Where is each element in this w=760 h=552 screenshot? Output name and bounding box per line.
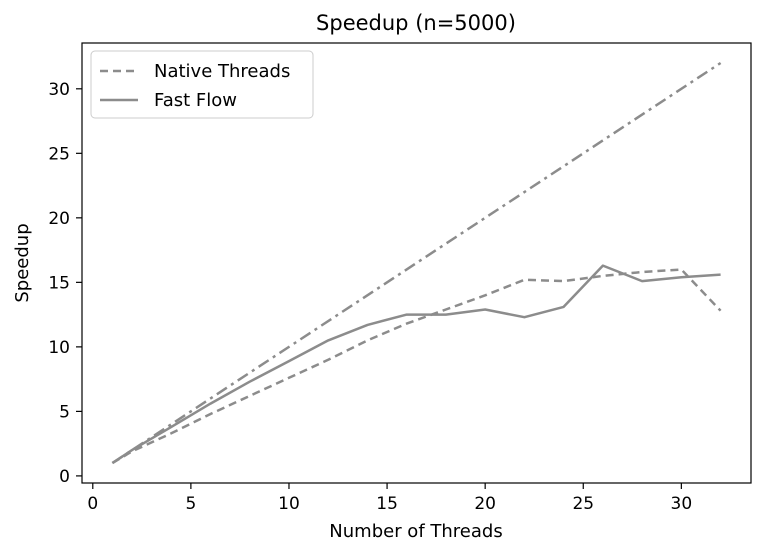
legend-label-fast-flow: Fast Flow (154, 90, 237, 111)
plot-area (111, 61, 722, 465)
y-tick-label: 30 (48, 80, 70, 100)
x-tick-label: 30 (671, 494, 693, 514)
x-tick-label: 10 (278, 494, 300, 514)
x-tick-label: 25 (572, 494, 594, 514)
y-axis-ticks: 0 5 10 15 20 25 30 (48, 80, 82, 487)
x-axis-ticks: 0 5 10 15 20 25 30 (87, 483, 692, 514)
legend-box (90, 50, 314, 119)
y-tick-label: 20 (48, 209, 70, 229)
y-axis-label: Speedup (12, 223, 33, 302)
chart-title: Speedup (n=5000) (316, 11, 516, 35)
series-line-ideal (111, 61, 722, 465)
x-tick-label: 15 (376, 494, 398, 514)
y-tick-label: 15 (48, 273, 70, 293)
x-axis-label: Number of Threads (329, 521, 502, 542)
x-tick-label: 5 (185, 494, 196, 514)
x-tick-label: 0 (87, 494, 98, 514)
y-tick-label: 10 (48, 338, 70, 358)
x-tick-label: 20 (474, 494, 496, 514)
y-tick-label: 5 (59, 402, 70, 422)
series-line-fast-flow (111, 264, 721, 465)
legend: Native Threads Fast Flow (90, 50, 314, 119)
series-line-native-threads (111, 268, 722, 465)
plot-frame (81, 42, 752, 484)
legend-label-native-threads: Native Threads (154, 61, 290, 82)
y-tick-label: 25 (48, 144, 70, 164)
y-tick-label: 0 (59, 467, 70, 487)
